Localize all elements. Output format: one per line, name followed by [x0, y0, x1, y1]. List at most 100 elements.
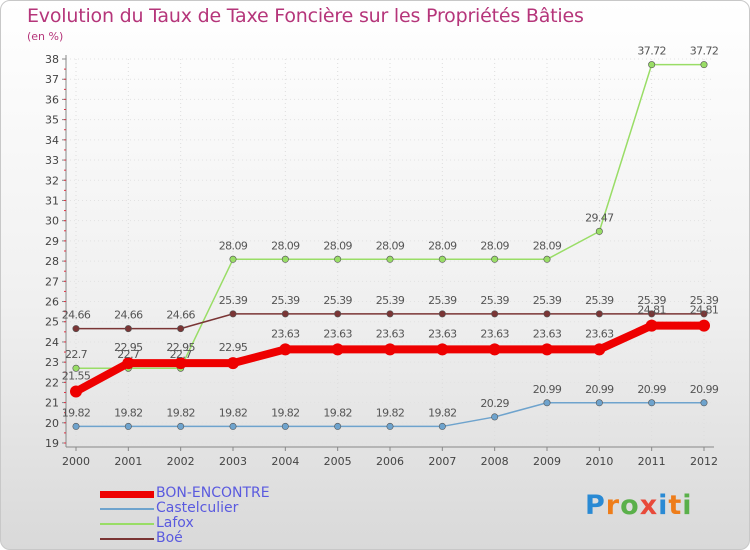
data-point — [384, 343, 396, 356]
data-label: 19.82 — [219, 406, 248, 419]
logo-letter: i — [682, 490, 693, 521]
data-label: 28.09 — [480, 239, 509, 252]
legend-label: Castelculier — [156, 500, 239, 516]
data-point — [438, 310, 446, 318]
data-label: 23.63 — [376, 327, 405, 340]
data-label: 24.66 — [62, 309, 91, 322]
y-tick-label: 37 — [45, 73, 59, 86]
data-point — [595, 227, 603, 235]
data-label: 28.09 — [428, 239, 457, 252]
data-point — [386, 310, 394, 318]
data-point — [698, 319, 710, 332]
x-tick-label: 2002 — [167, 455, 195, 468]
logo-letter: t — [668, 490, 683, 521]
legend-label: Boé — [156, 530, 183, 546]
data-point — [543, 399, 551, 407]
data-label: 20.99 — [637, 383, 666, 396]
data-label: 24.81 — [690, 304, 719, 317]
chart-title: Evolution du Taux de Taxe Foncière sur l… — [27, 5, 584, 27]
data-label: 22.95 — [166, 341, 195, 354]
data-label: 24.81 — [637, 304, 666, 317]
data-point — [229, 255, 237, 263]
data-point — [595, 310, 603, 318]
legend-swatch — [100, 508, 154, 510]
data-label: 19.82 — [428, 406, 457, 419]
y-tick-label: 31 — [45, 194, 59, 207]
data-point — [648, 310, 656, 318]
data-label: 28.09 — [219, 239, 248, 252]
data-label: 21.55 — [62, 369, 91, 382]
data-point — [700, 61, 708, 69]
data-point — [334, 422, 342, 430]
y-tick-label: 20 — [45, 417, 59, 430]
data-label: 25.39 — [637, 294, 666, 307]
data-point — [700, 399, 708, 407]
data-point — [177, 422, 185, 430]
legend-label: Lafox — [156, 515, 194, 531]
data-label: 37.72 — [637, 45, 666, 58]
data-label: 22.7 — [65, 348, 88, 361]
data-label: 28.09 — [533, 239, 562, 252]
data-point — [648, 399, 656, 407]
y-tick-label: 23 — [45, 356, 59, 369]
data-point — [331, 343, 344, 356]
y-axis-unit: (en %) — [27, 30, 64, 43]
data-label: 23.63 — [323, 327, 352, 340]
data-label: 28.09 — [323, 239, 352, 252]
x-tick-label: 2001 — [114, 455, 142, 468]
data-point — [174, 357, 187, 370]
data-point — [281, 422, 289, 430]
legend-label: BON-ENCONTRE — [156, 485, 270, 501]
data-label: 24.66 — [114, 309, 143, 322]
data-label: 25.39 — [271, 294, 300, 307]
data-point — [438, 255, 446, 263]
x-tick-label: 2008 — [481, 455, 509, 468]
data-point — [72, 422, 80, 430]
data-point — [177, 325, 185, 333]
data-label: 25.39 — [219, 294, 248, 307]
data-point — [70, 385, 82, 398]
data-label: 20.99 — [533, 383, 562, 396]
data-point — [334, 310, 342, 318]
data-label: 28.09 — [271, 239, 300, 252]
y-tick-label: 25 — [45, 316, 59, 329]
data-point — [700, 310, 708, 318]
x-tick-label: 2007 — [428, 455, 456, 468]
data-point — [122, 357, 135, 370]
x-tick-label: 2011 — [638, 455, 666, 468]
data-label: 25.39 — [480, 294, 509, 307]
data-label: 22.95 — [114, 341, 143, 354]
data-label: 23.63 — [271, 327, 300, 340]
data-point — [491, 255, 499, 263]
data-label: 22.7 — [117, 348, 140, 361]
data-label: 23.63 — [480, 327, 509, 340]
y-tick-label: 26 — [45, 296, 59, 309]
y-tick-label: 19 — [45, 437, 59, 450]
logo-letter: r — [605, 490, 621, 521]
data-point — [281, 255, 289, 263]
data-label: 23.63 — [585, 327, 614, 340]
x-tick-label: 2006 — [376, 455, 404, 468]
data-point — [229, 422, 237, 430]
data-point — [438, 422, 446, 430]
data-point — [279, 343, 292, 356]
data-point — [72, 364, 80, 372]
x-tick-label: 2012 — [690, 455, 718, 468]
data-point — [436, 343, 449, 356]
logo-letter: P — [585, 490, 606, 521]
data-point — [281, 310, 289, 318]
data-label: 25.39 — [690, 294, 719, 307]
data-label: 22.7 — [170, 348, 193, 361]
logo-letter: i — [658, 490, 669, 521]
data-label: 28.09 — [376, 239, 405, 252]
data-label: 22.95 — [219, 341, 248, 354]
data-point — [124, 422, 132, 430]
y-tick-label: 34 — [45, 134, 59, 147]
data-label: 37.72 — [690, 45, 719, 58]
data-point — [595, 399, 603, 407]
data-label: 25.39 — [533, 294, 562, 307]
data-label: 29.47 — [585, 211, 614, 224]
data-point — [229, 310, 237, 318]
y-tick-label: 24 — [45, 336, 59, 349]
